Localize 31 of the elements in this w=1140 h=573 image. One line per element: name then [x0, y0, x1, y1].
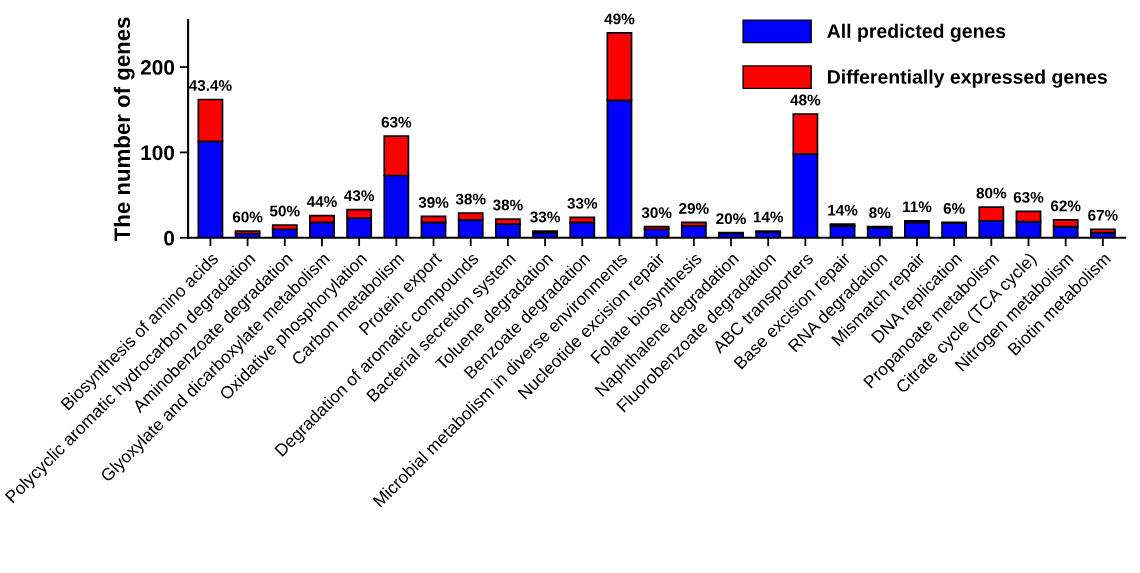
annotation: 80% [976, 187, 1007, 199]
annotation: 30% [641, 207, 672, 219]
annotation: 67% [1088, 209, 1118, 221]
y-tick-label: 0 [164, 230, 175, 246]
annotation: 50% [269, 205, 300, 217]
annotation: 6% [943, 203, 965, 214]
annotation: 63% [1013, 191, 1044, 203]
annotation: 60% [232, 211, 263, 223]
annotation: 11% [903, 201, 932, 213]
annotation: 14% [828, 204, 858, 216]
annotation: 8% [869, 207, 891, 219]
annotation: 20% [716, 213, 746, 225]
annotation: 33% [567, 197, 598, 209]
annotation: 39% [418, 197, 449, 208]
y-axis-title: The number of genes [113, 17, 135, 242]
annotation: 44% [306, 196, 337, 207]
annotation: 48% [790, 94, 821, 106]
annotation: 29% [679, 203, 709, 214]
annotation: 49% [604, 13, 635, 25]
annotation: 14% [753, 211, 784, 223]
y-tick-label: 100 [141, 145, 175, 161]
annotation: 38% [455, 193, 486, 205]
annotation: 63% [381, 116, 412, 128]
y-tick-label: 200 [140, 60, 175, 75]
annotation: 33% [530, 211, 560, 223]
annotation: 43.4% [188, 80, 232, 91]
annotation: 43% [344, 190, 375, 202]
annotation: 62% [1050, 200, 1081, 212]
legend-label: All predicted genes [827, 23, 1006, 42]
legend-label: Differentially expressed genes [828, 69, 1107, 88]
annotation: 38% [492, 199, 523, 211]
